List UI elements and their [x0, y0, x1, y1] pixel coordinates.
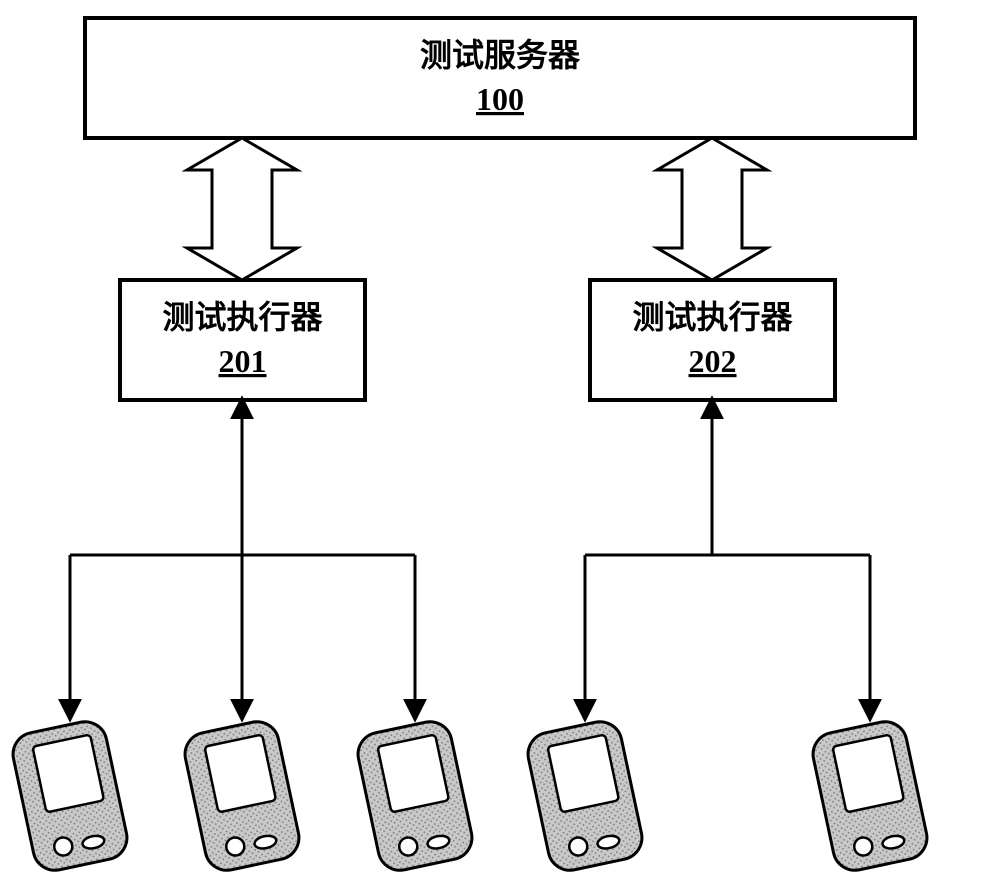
- executor-number: 201: [219, 343, 267, 379]
- executor-box: 测试执行器 201: [120, 280, 365, 400]
- double-arrow-icon: [187, 138, 297, 280]
- executor-title: 测试执行器: [162, 299, 323, 335]
- server-box: 测试服务器 100: [85, 18, 915, 138]
- executor-title: 测试执行器: [632, 299, 793, 335]
- phone-icon: [181, 718, 303, 875]
- executor-number: 202: [689, 343, 737, 379]
- phone-icon: [809, 718, 931, 875]
- connection-tree: [585, 400, 870, 718]
- executor-box: 测试执行器 202: [590, 280, 835, 400]
- phone-icon: [9, 718, 131, 875]
- phone-icon: [524, 718, 646, 875]
- phone-icon: [354, 718, 476, 875]
- server-number: 100: [476, 81, 524, 117]
- server-title: 测试服务器: [420, 37, 581, 73]
- double-arrow-icon: [657, 138, 767, 280]
- connection-tree: [70, 400, 415, 718]
